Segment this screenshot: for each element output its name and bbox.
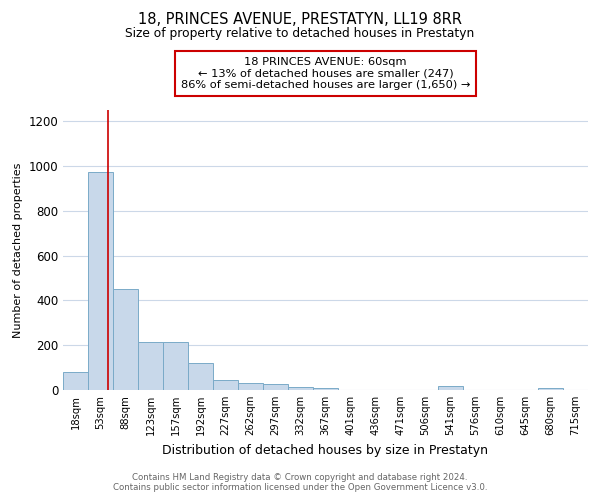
Bar — [163, 342, 188, 390]
Bar — [438, 386, 463, 390]
Bar — [188, 363, 213, 390]
Text: Contains HM Land Registry data © Crown copyright and database right 2024.
Contai: Contains HM Land Registry data © Crown c… — [113, 473, 487, 492]
Bar — [88, 172, 113, 390]
Y-axis label: Number of detached properties: Number of detached properties — [13, 162, 23, 338]
Text: 18, PRINCES AVENUE, PRESTATYN, LL19 8RR: 18, PRINCES AVENUE, PRESTATYN, LL19 8RR — [138, 12, 462, 28]
Bar — [313, 388, 338, 390]
Bar — [213, 380, 238, 390]
X-axis label: Distribution of detached houses by size in Prestatyn: Distribution of detached houses by size … — [163, 444, 488, 456]
Bar — [113, 289, 138, 390]
Bar — [288, 386, 313, 390]
Bar — [63, 372, 88, 390]
Bar — [138, 342, 163, 390]
Text: 18 PRINCES AVENUE: 60sqm
← 13% of detached houses are smaller (247)
86% of semi-: 18 PRINCES AVENUE: 60sqm ← 13% of detach… — [181, 57, 470, 90]
Bar — [538, 388, 563, 390]
Bar — [238, 384, 263, 390]
Text: Size of property relative to detached houses in Prestatyn: Size of property relative to detached ho… — [125, 28, 475, 40]
Bar — [263, 384, 288, 390]
